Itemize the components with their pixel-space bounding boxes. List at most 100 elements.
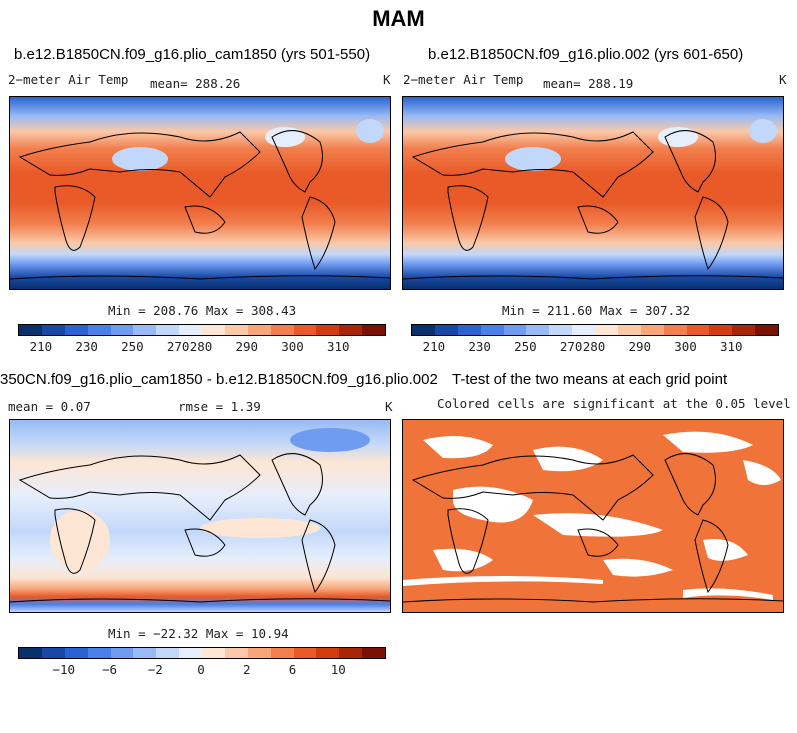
colorbar-swatch bbox=[110, 325, 134, 335]
colorbar-swatch bbox=[64, 325, 88, 335]
panel2-variable: 2−meter Air Temp bbox=[403, 72, 524, 87]
panel1-colorbar bbox=[18, 324, 386, 336]
colorbar-swatch bbox=[686, 325, 710, 335]
colorbar-swatch bbox=[270, 648, 294, 658]
colorbar-swatch bbox=[247, 648, 271, 658]
colorbar-tick-label: 10 bbox=[330, 662, 346, 677]
colorbar-swatch bbox=[156, 648, 180, 658]
colorbar-tick-label: 290 bbox=[628, 339, 652, 354]
colorbar-swatch bbox=[293, 648, 317, 658]
colorbar-tick-label: 210 bbox=[422, 339, 446, 354]
colorbar-tick-label: 6 bbox=[288, 662, 297, 677]
colorbar-swatch bbox=[87, 325, 111, 335]
colorbar-swatch bbox=[19, 648, 42, 658]
panel1-title: b.e12.B1850CN.f09_g16.plio_cam1850 (yrs … bbox=[14, 46, 371, 63]
colorbar-swatch bbox=[41, 325, 65, 335]
colorbar-tick-label: 250 bbox=[121, 339, 144, 354]
colorbar-swatch bbox=[503, 325, 527, 335]
panel1-mean: mean= 288.26 bbox=[150, 76, 241, 91]
colorbar-swatch bbox=[64, 648, 88, 658]
colorbar-swatch bbox=[133, 325, 157, 335]
colorbar-swatch bbox=[549, 325, 573, 335]
panel3-colorbar bbox=[18, 647, 386, 659]
panel4-title: T-test of the two means at each grid poi… bbox=[452, 371, 728, 388]
colorbar-swatch bbox=[732, 325, 756, 335]
panel3-map bbox=[9, 419, 391, 613]
colorbar-swatch bbox=[293, 325, 317, 335]
figure-title: MAM bbox=[372, 6, 425, 31]
colorbar-swatch bbox=[316, 325, 340, 335]
colorbar-tick-label: 280 bbox=[189, 339, 213, 354]
panel2-map bbox=[402, 96, 784, 290]
colorbar-swatch bbox=[133, 648, 157, 658]
colorbar-swatch bbox=[247, 325, 271, 335]
colorbar-tick-label: 230 bbox=[75, 339, 98, 354]
colorbar-tick-label: 300 bbox=[281, 339, 304, 354]
colorbar-swatch bbox=[41, 648, 65, 658]
colorbar-swatch bbox=[224, 325, 248, 335]
colorbar-tick-label: 250 bbox=[514, 339, 537, 354]
colorbar-tick-label: −10 bbox=[52, 662, 76, 677]
colorbar-swatch bbox=[526, 325, 550, 335]
panel3-rmse: rmse = 1.39 bbox=[178, 399, 261, 414]
colorbar-swatch bbox=[270, 325, 294, 335]
colorbar-swatch bbox=[339, 648, 363, 658]
panel1-units: K bbox=[383, 72, 391, 87]
colorbar-swatch bbox=[412, 325, 435, 335]
colorbar-swatch bbox=[179, 325, 202, 335]
panel4-subtitle: Colored cells are significant at the 0.0… bbox=[437, 396, 791, 411]
panel1-map bbox=[9, 96, 391, 290]
colorbar-swatch bbox=[362, 648, 385, 658]
colorbar-tick-label: 0 bbox=[197, 662, 205, 677]
panel4-map-svg bbox=[403, 420, 783, 612]
panel2-map-svg bbox=[403, 97, 783, 289]
panel4-map bbox=[402, 419, 784, 613]
panel1-variable: 2−meter Air Temp bbox=[8, 72, 129, 87]
colorbar-swatch bbox=[755, 325, 778, 335]
colorbar-swatch bbox=[595, 325, 618, 335]
panel3-mean: mean = 0.07 bbox=[8, 399, 91, 414]
colorbar-swatch bbox=[224, 648, 248, 658]
colorbar-swatch bbox=[572, 325, 595, 335]
colorbar-tick-label: 310 bbox=[326, 339, 350, 354]
colorbar-swatch bbox=[156, 325, 180, 335]
colorbar-swatch bbox=[663, 325, 687, 335]
colorbar-swatch bbox=[202, 648, 225, 658]
colorbar-swatch bbox=[480, 325, 504, 335]
colorbar-swatch bbox=[202, 325, 225, 335]
colorbar-tick-label: 270 bbox=[559, 339, 583, 354]
panel2-mean: mean= 288.19 bbox=[543, 76, 634, 91]
panel1-stats: Min = 208.76 Max = 308.43 bbox=[108, 303, 297, 318]
panel3-units: K bbox=[385, 399, 393, 414]
panel2-units: K bbox=[779, 72, 787, 87]
colorbar-tick-label: 290 bbox=[235, 339, 259, 354]
colorbar-swatch bbox=[316, 648, 340, 658]
panel2-colorbar bbox=[411, 324, 779, 336]
panel3-map-svg bbox=[10, 420, 390, 612]
colorbar-tick-label: 310 bbox=[719, 339, 743, 354]
colorbar-swatch bbox=[110, 648, 134, 658]
colorbar-tick-label: 210 bbox=[29, 339, 53, 354]
colorbar-tick-label: −6 bbox=[101, 662, 118, 677]
colorbar-swatch bbox=[457, 325, 481, 335]
colorbar-swatch bbox=[339, 325, 363, 335]
colorbar-swatch bbox=[434, 325, 458, 335]
colorbar-swatch bbox=[362, 325, 385, 335]
colorbar-swatch bbox=[617, 325, 641, 335]
colorbar-tick-label: −2 bbox=[147, 662, 163, 677]
panel3-stats: Min = −22.32 Max = 10.94 bbox=[108, 626, 289, 641]
colorbar-tick-label: 2 bbox=[242, 662, 251, 677]
colorbar-swatch bbox=[87, 648, 111, 658]
panel2-title: b.e12.B1850CN.f09_g16.plio.002 (yrs 601-… bbox=[428, 46, 744, 63]
panel2-stats: Min = 211.60 Max = 307.32 bbox=[502, 303, 691, 318]
colorbar-tick-label: 280 bbox=[582, 339, 606, 354]
panel1-map-svg bbox=[10, 97, 390, 289]
panel3-title: 350CN.f09_g16.plio_cam1850 - b.e12.B1850… bbox=[0, 371, 438, 388]
colorbar-swatch bbox=[19, 325, 42, 335]
colorbar-tick-label: 270 bbox=[166, 339, 190, 354]
colorbar-swatch bbox=[179, 648, 202, 658]
colorbar-tick-label: 230 bbox=[468, 339, 491, 354]
colorbar-swatch bbox=[640, 325, 664, 335]
colorbar-tick-label: 300 bbox=[674, 339, 697, 354]
colorbar-swatch bbox=[709, 325, 733, 335]
